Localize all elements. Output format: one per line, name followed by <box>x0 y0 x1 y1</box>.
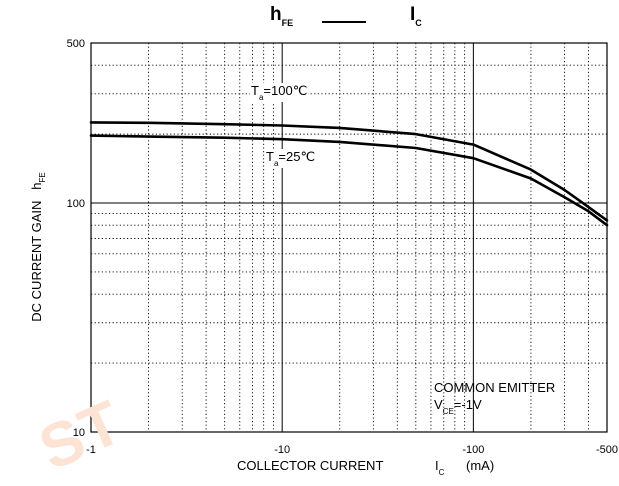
y-tick-label: 10 <box>73 427 85 439</box>
grid <box>91 43 607 432</box>
plot-frame <box>90 42 608 433</box>
curve-ta-25c <box>89 134 609 227</box>
common-emitter-text: COMMON EMITTER <box>434 380 556 395</box>
y-tick-label: 500 <box>67 38 85 50</box>
y-tick-label: 100 <box>67 198 85 210</box>
x-tick-label: -1 <box>86 444 96 456</box>
title-dash <box>322 21 366 23</box>
vce-text: VCE=-1V <box>434 397 482 416</box>
tick-labels: -1 -10 -100 -500 10 100 500 <box>67 38 618 456</box>
curves <box>89 121 609 227</box>
y-axis-label: DC CURRENT GAIN hFE <box>29 172 47 322</box>
series-label-100c: Ta=100℃ <box>250 83 309 102</box>
series-label-25c: Ta=25℃ <box>265 149 317 168</box>
condition-note: COMMON EMITTER VCE=-1V <box>434 379 555 420</box>
x-tick-label: -10 <box>274 444 290 456</box>
title-hfe: hFE <box>270 4 294 28</box>
x-tick-label: -500 <box>596 444 618 456</box>
x-axis-label: COLLECTOR CURRENT IC (mA) <box>237 458 495 477</box>
chart-title: hFE IC <box>0 4 619 38</box>
title-ic: IC <box>410 4 422 28</box>
x-tick-label: -100 <box>462 444 484 456</box>
curve-ta-100c <box>89 121 609 222</box>
